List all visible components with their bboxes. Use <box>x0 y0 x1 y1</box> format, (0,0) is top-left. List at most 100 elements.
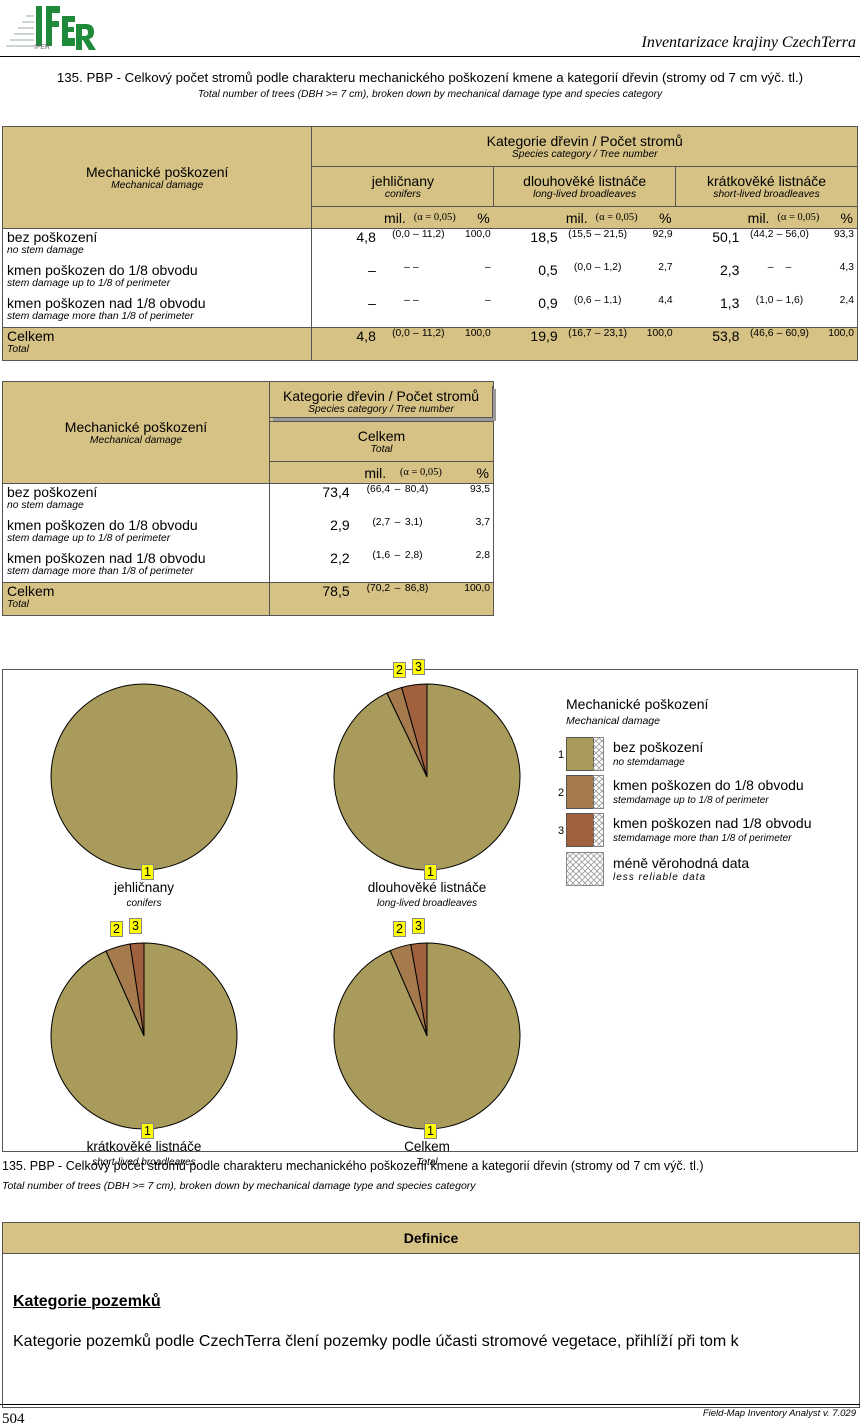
percent-cell: 100,0 <box>464 229 491 240</box>
legend-hatch-swatch <box>593 737 604 771</box>
row-label: kmen poškozen nad 1/8 obvodu <box>7 294 206 311</box>
column-sub-label: Total <box>370 444 393 455</box>
legend-subtitle: Mechanical damage <box>566 715 660 727</box>
rowhead-main: Mechanické poškození <box>64 419 208 435</box>
alpha-label: (α = 0,05) <box>413 212 456 223</box>
row-label-cell: kmen poškozen do 1/8 obvodu stem damage … <box>1 261 313 295</box>
definitions-heading: Kategorie pozemků <box>13 1293 161 1310</box>
pie-label: jehličnany <box>113 880 175 895</box>
slice-tag-1: 1 <box>141 864 154 880</box>
value-cell: 50,1 <box>712 229 740 245</box>
ci-high: 1,6) <box>785 294 804 306</box>
rowhead-cell: Mechanické poškození Mechanical damage <box>1 126 313 229</box>
row-label-cell: Celkem Total <box>2 582 270 616</box>
column-total: Celkem Total <box>269 421 494 462</box>
definitions-title: Definice <box>3 1223 859 1254</box>
header-title: Inventarizace krajiny CzechTerra <box>641 34 856 51</box>
percent-label: % <box>477 209 490 226</box>
percent-cell: 93,5 <box>451 483 494 517</box>
pie-label: krátkověké listnáče <box>86 1139 202 1154</box>
value-cell: 53,8 <box>675 327 746 361</box>
row-sublabel: no stem damage <box>7 245 84 256</box>
definitions-text: Kategorie pozemků podle CzechTerra člení… <box>13 1333 739 1350</box>
ci-high: – <box>785 261 792 273</box>
ci-low: (0,0 <box>573 261 592 273</box>
table-total: Mechanické poškození Mechanical damage K… <box>2 381 494 616</box>
rowhead-main: Mechanické poškození <box>86 164 229 180</box>
slice-tag-3: 3 <box>412 659 425 675</box>
value-cell: 18,5 <box>530 229 558 245</box>
document-title: 135. PBP - Celkový počet stromů podle ch… <box>56 70 804 85</box>
row-label: bez poškození <box>7 229 98 245</box>
pie-3 <box>333 942 521 1130</box>
pie-sublabel: Total <box>416 1157 438 1168</box>
legend-swatch <box>566 737 594 771</box>
pie-1 <box>333 683 521 871</box>
alpha-label: (α = 0,05) <box>777 212 820 223</box>
column-main-label: Celkem <box>357 428 406 444</box>
definitions-box: Definice Kategorie pozemků Kategorie poz… <box>2 1222 860 1408</box>
value-cell: 4,8 <box>356 229 376 245</box>
table-row: bez poškození no stem damage 4,8 (0,0 – 1… <box>1 228 859 262</box>
pie-slice-1 <box>333 942 521 1130</box>
chart-caption-sub: Total number of trees (DBH >= 7 cm), bro… <box>2 1180 476 1192</box>
ci-dash: – <box>594 261 601 273</box>
row-sublabel: Total <box>7 599 29 610</box>
row-sublabel: stem damage more than 1/8 of perimeter <box>7 565 194 577</box>
ci-low: (2,7 <box>372 516 391 528</box>
row-label-cell: kmen poškozen nad 1/8 obvodu stem damage… <box>1 294 313 328</box>
slice-tag-2: 2 <box>393 921 406 937</box>
table-row: bez poškození no stem damage 73,4 (66,4 –… <box>2 483 494 517</box>
pie-label: dlouhověké listnáče <box>367 880 487 895</box>
column-sub-label: short-lived broadleaves <box>713 189 820 200</box>
legend-number: 2 <box>558 787 565 799</box>
table-row: kmen poškozen nad 1/8 obvodu stem damage… <box>2 549 494 583</box>
ci-high: 11,2) <box>421 229 445 240</box>
ci-dash: – <box>412 261 419 273</box>
unit-label: mil. <box>384 209 406 226</box>
row-label-cell: Celkem Total <box>1 327 313 361</box>
row-sublabel: no stem damage <box>7 500 84 511</box>
percent-cell: 100,0 <box>641 327 676 361</box>
legend-swatch <box>566 813 594 847</box>
percent-label: % <box>659 209 672 226</box>
ci-low: (16,7 <box>563 327 592 361</box>
page-number: 504 <box>2 1411 25 1427</box>
pie-chart-panel: jehličnany conifers 1 dlouhověké listnáče lo… <box>2 659 858 1168</box>
percent-label: % <box>476 464 489 481</box>
ci-high <box>422 262 460 295</box>
alpha-label: (α = 0,05) <box>595 212 638 223</box>
pie-slice-1 <box>50 683 238 871</box>
ci-dash: – <box>773 327 786 361</box>
row-label-cell: kmen poškozen nad 1/8 obvodu stem damage… <box>2 549 270 583</box>
ci-high: 80,4) <box>404 484 429 495</box>
ci-high: 21,5) <box>603 229 628 240</box>
unit-label: mil. <box>364 464 387 481</box>
header-divider <box>0 56 860 57</box>
slice-tag-2: 2 <box>393 662 406 678</box>
row-label: bez poškození <box>7 484 98 500</box>
legend-swatch <box>566 775 594 809</box>
table-row: kmen poškozen do 1/8 obvodu stem damage … <box>1 261 859 295</box>
ci-low: (46,6 <box>745 327 774 361</box>
group-header: Kategorie dřevin / Počet stromů Species … <box>269 381 494 422</box>
value-cell: 19,9 <box>493 327 564 361</box>
ci-low: (0,6 <box>573 294 592 306</box>
ifer-logo: IFER <box>4 2 99 54</box>
ci-dash: – <box>394 549 401 561</box>
ci-high: 2,8) <box>404 549 423 561</box>
column-main-label: jehličnany <box>371 173 434 189</box>
footer-app-name: Field-Map Inventory Analyst v. 7.029 <box>702 1408 856 1419</box>
legend-number: 3 <box>558 825 565 837</box>
table-row: kmen poškozen nad 1/8 obvodu stem damage… <box>1 294 859 328</box>
column-conifers: jehličnany conifers <box>311 166 495 207</box>
row-label-cell: bez poškození no stem damage <box>1 228 313 262</box>
table-total-row: Celkem Total 78,5 (70,2 – 86,8) 100,0 <box>2 582 494 616</box>
percent-cell: 2,4 <box>823 294 859 328</box>
slice-tag-3: 3 <box>129 918 142 934</box>
ci-dash: – <box>394 516 401 528</box>
percent-cell: 2,8 <box>451 549 494 583</box>
percent-cell: 3,7 <box>451 516 494 550</box>
ci-low: (0,0 <box>381 327 410 361</box>
ci-dash: – <box>394 484 401 495</box>
